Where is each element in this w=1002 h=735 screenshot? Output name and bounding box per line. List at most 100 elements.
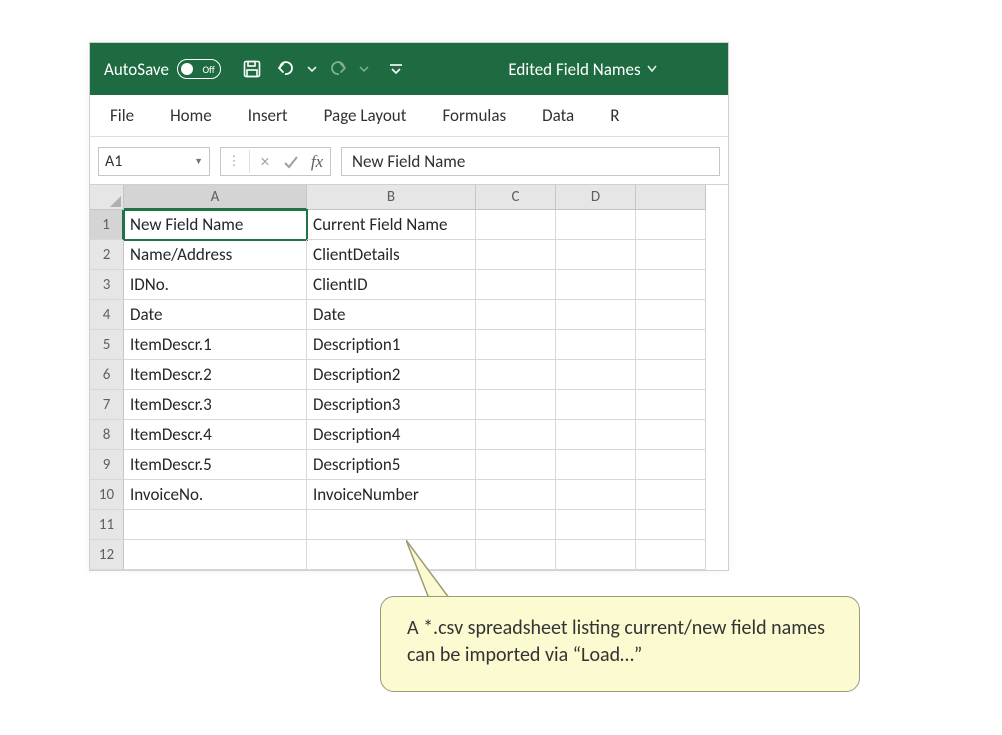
- cell-C7[interactable]: [476, 390, 556, 420]
- cell-B6[interactable]: Description2: [307, 360, 476, 390]
- autosave-switch[interactable]: Off: [177, 59, 221, 79]
- cell-A12[interactable]: [124, 540, 307, 570]
- cell-C3[interactable]: [476, 270, 556, 300]
- row-header-10[interactable]: 10: [90, 480, 124, 510]
- insert-function-icon[interactable]: fx: [304, 148, 330, 175]
- cell-D9[interactable]: [556, 450, 636, 480]
- cell-A1[interactable]: New Field Name: [124, 210, 307, 240]
- select-all-corner[interactable]: [90, 185, 124, 210]
- cell-B7[interactable]: Description3: [307, 390, 476, 420]
- save-icon[interactable]: [237, 54, 267, 84]
- row-header-6[interactable]: 6: [90, 360, 124, 390]
- row-header-3[interactable]: 3: [90, 270, 124, 300]
- cell-C1[interactable]: [476, 210, 556, 240]
- cell-D1[interactable]: [556, 210, 636, 240]
- undo-icon[interactable]: [271, 54, 301, 84]
- document-title[interactable]: Edited Field Names: [451, 59, 714, 80]
- cell-A9[interactable]: ItemDescr.5: [124, 450, 307, 480]
- name-box-dropdown-icon[interactable]: ▼: [194, 156, 203, 167]
- row-header-11[interactable]: 11: [90, 510, 124, 540]
- cell-B1[interactable]: Current Field Name: [307, 210, 476, 240]
- cell-A2[interactable]: Name/Address: [124, 240, 307, 270]
- cell-4[interactable]: [636, 300, 706, 330]
- row-header-5[interactable]: 5: [90, 330, 124, 360]
- tab-r[interactable]: R: [592, 95, 637, 136]
- cell-10[interactable]: [636, 480, 706, 510]
- cell-A3[interactable]: IDNo.: [124, 270, 307, 300]
- cell-C8[interactable]: [476, 420, 556, 450]
- redo-icon[interactable]: [323, 54, 353, 84]
- row-header-8[interactable]: 8: [90, 420, 124, 450]
- cell-D6[interactable]: [556, 360, 636, 390]
- row-header-4[interactable]: 4: [90, 300, 124, 330]
- tab-formulas[interactable]: Formulas: [424, 95, 524, 136]
- col-header-blank[interactable]: [636, 185, 706, 210]
- cell-A5[interactable]: ItemDescr.1: [124, 330, 307, 360]
- cell-B2[interactable]: ClientDetails: [307, 240, 476, 270]
- cell-C9[interactable]: [476, 450, 556, 480]
- cell-8[interactable]: [636, 420, 706, 450]
- cell-B8[interactable]: Description4: [307, 420, 476, 450]
- cell-D8[interactable]: [556, 420, 636, 450]
- cell-A11[interactable]: [124, 510, 307, 540]
- col-header-c[interactable]: C: [476, 185, 556, 210]
- cell-C11[interactable]: [476, 510, 556, 540]
- cell-D4[interactable]: [556, 300, 636, 330]
- cell-A7[interactable]: ItemDescr.3: [124, 390, 307, 420]
- cell-C12[interactable]: [476, 540, 556, 570]
- cell-2[interactable]: [636, 240, 706, 270]
- col-header-d[interactable]: D: [556, 185, 636, 210]
- customize-qat-icon[interactable]: [381, 54, 411, 84]
- enter-formula-icon[interactable]: [278, 148, 304, 175]
- cell-5[interactable]: [636, 330, 706, 360]
- col-header-a[interactable]: A: [124, 185, 307, 210]
- redo-dropdown-icon[interactable]: [357, 64, 371, 74]
- tab-page-layout[interactable]: Page Layout: [306, 95, 425, 136]
- tab-data[interactable]: Data: [524, 95, 592, 136]
- row-header-9[interactable]: 9: [90, 450, 124, 480]
- spreadsheet-grid[interactable]: ABCD 1New Field NameCurrent Field Name 2Na…: [90, 184, 728, 570]
- tab-file[interactable]: File: [92, 95, 152, 136]
- cell-1[interactable]: [636, 210, 706, 240]
- cell-C6[interactable]: [476, 360, 556, 390]
- cell-B12[interactable]: [307, 540, 476, 570]
- col-header-b[interactable]: B: [307, 185, 476, 210]
- formula-dots-icon[interactable]: ⋮: [221, 148, 247, 175]
- cell-11[interactable]: [636, 510, 706, 540]
- tab-home[interactable]: Home: [152, 95, 230, 136]
- cell-A6[interactable]: ItemDescr.2: [124, 360, 307, 390]
- cell-B5[interactable]: Description1: [307, 330, 476, 360]
- formula-input[interactable]: New Field Name: [341, 147, 720, 176]
- cell-9[interactable]: [636, 450, 706, 480]
- cell-A10[interactable]: InvoiceNo.: [124, 480, 307, 510]
- tab-insert[interactable]: Insert: [230, 95, 306, 136]
- cell-B9[interactable]: Description5: [307, 450, 476, 480]
- cell-B4[interactable]: Date: [307, 300, 476, 330]
- undo-dropdown-icon[interactable]: [305, 64, 319, 74]
- row-header-7[interactable]: 7: [90, 390, 124, 420]
- cell-12[interactable]: [636, 540, 706, 570]
- cell-D7[interactable]: [556, 390, 636, 420]
- cell-C5[interactable]: [476, 330, 556, 360]
- name-box[interactable]: A1 ▼: [98, 147, 210, 176]
- row-header-2[interactable]: 2: [90, 240, 124, 270]
- cell-7[interactable]: [636, 390, 706, 420]
- cell-A8[interactable]: ItemDescr.4: [124, 420, 307, 450]
- cell-D11[interactable]: [556, 510, 636, 540]
- cell-A4[interactable]: Date: [124, 300, 307, 330]
- cell-D12[interactable]: [556, 540, 636, 570]
- cell-D10[interactable]: [556, 480, 636, 510]
- row-header-12[interactable]: 12: [90, 540, 124, 570]
- cancel-formula-icon[interactable]: ×: [252, 148, 278, 175]
- row-header-1[interactable]: 1: [90, 210, 124, 240]
- cell-B10[interactable]: InvoiceNumber: [307, 480, 476, 510]
- cell-C4[interactable]: [476, 300, 556, 330]
- autosave-toggle[interactable]: AutoSave Off: [104, 59, 221, 80]
- cell-C10[interactable]: [476, 480, 556, 510]
- cell-B3[interactable]: ClientID: [307, 270, 476, 300]
- cell-6[interactable]: [636, 360, 706, 390]
- cell-B11[interactable]: [307, 510, 476, 540]
- cell-3[interactable]: [636, 270, 706, 300]
- cell-D2[interactable]: [556, 240, 636, 270]
- cell-D5[interactable]: [556, 330, 636, 360]
